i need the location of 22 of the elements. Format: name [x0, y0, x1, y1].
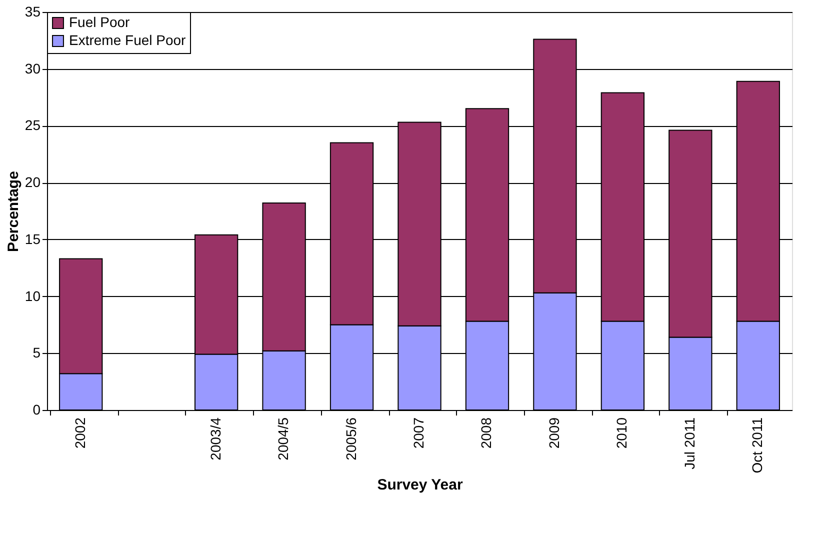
y-tick-label: 5: [32, 344, 41, 361]
x-tick-label: 2007: [410, 417, 426, 449]
legend-label: Extreme Fuel Poor: [69, 32, 186, 48]
x-tick-label: 2003/4: [207, 417, 224, 460]
x-tick-label: 2008: [478, 417, 494, 449]
legend-label: Fuel Poor: [69, 14, 130, 30]
y-tick-label: 35: [24, 4, 41, 20]
x-tick-label: 2010: [614, 417, 630, 449]
y-axis-title: Percentage: [4, 171, 22, 252]
x-tick-label: 2002: [72, 417, 88, 449]
x-tick-label: 2009: [546, 417, 562, 449]
y-tick-label: 10: [24, 288, 41, 304]
y-tick-label: 0: [32, 402, 41, 418]
x-tick-label: 2004/5: [275, 417, 292, 460]
x-tick-label: Jul 2011: [681, 417, 698, 470]
x-axis-title: Survey Year: [377, 476, 463, 494]
y-tick-label: 20: [24, 174, 41, 190]
x-tick-label: 2005/6: [342, 417, 359, 460]
y-tick-label: 15: [24, 230, 41, 247]
y-tick-label: 25: [24, 117, 41, 134]
x-tick-label: Oct 2011: [749, 417, 766, 474]
y-tick-label: 30: [24, 60, 41, 76]
